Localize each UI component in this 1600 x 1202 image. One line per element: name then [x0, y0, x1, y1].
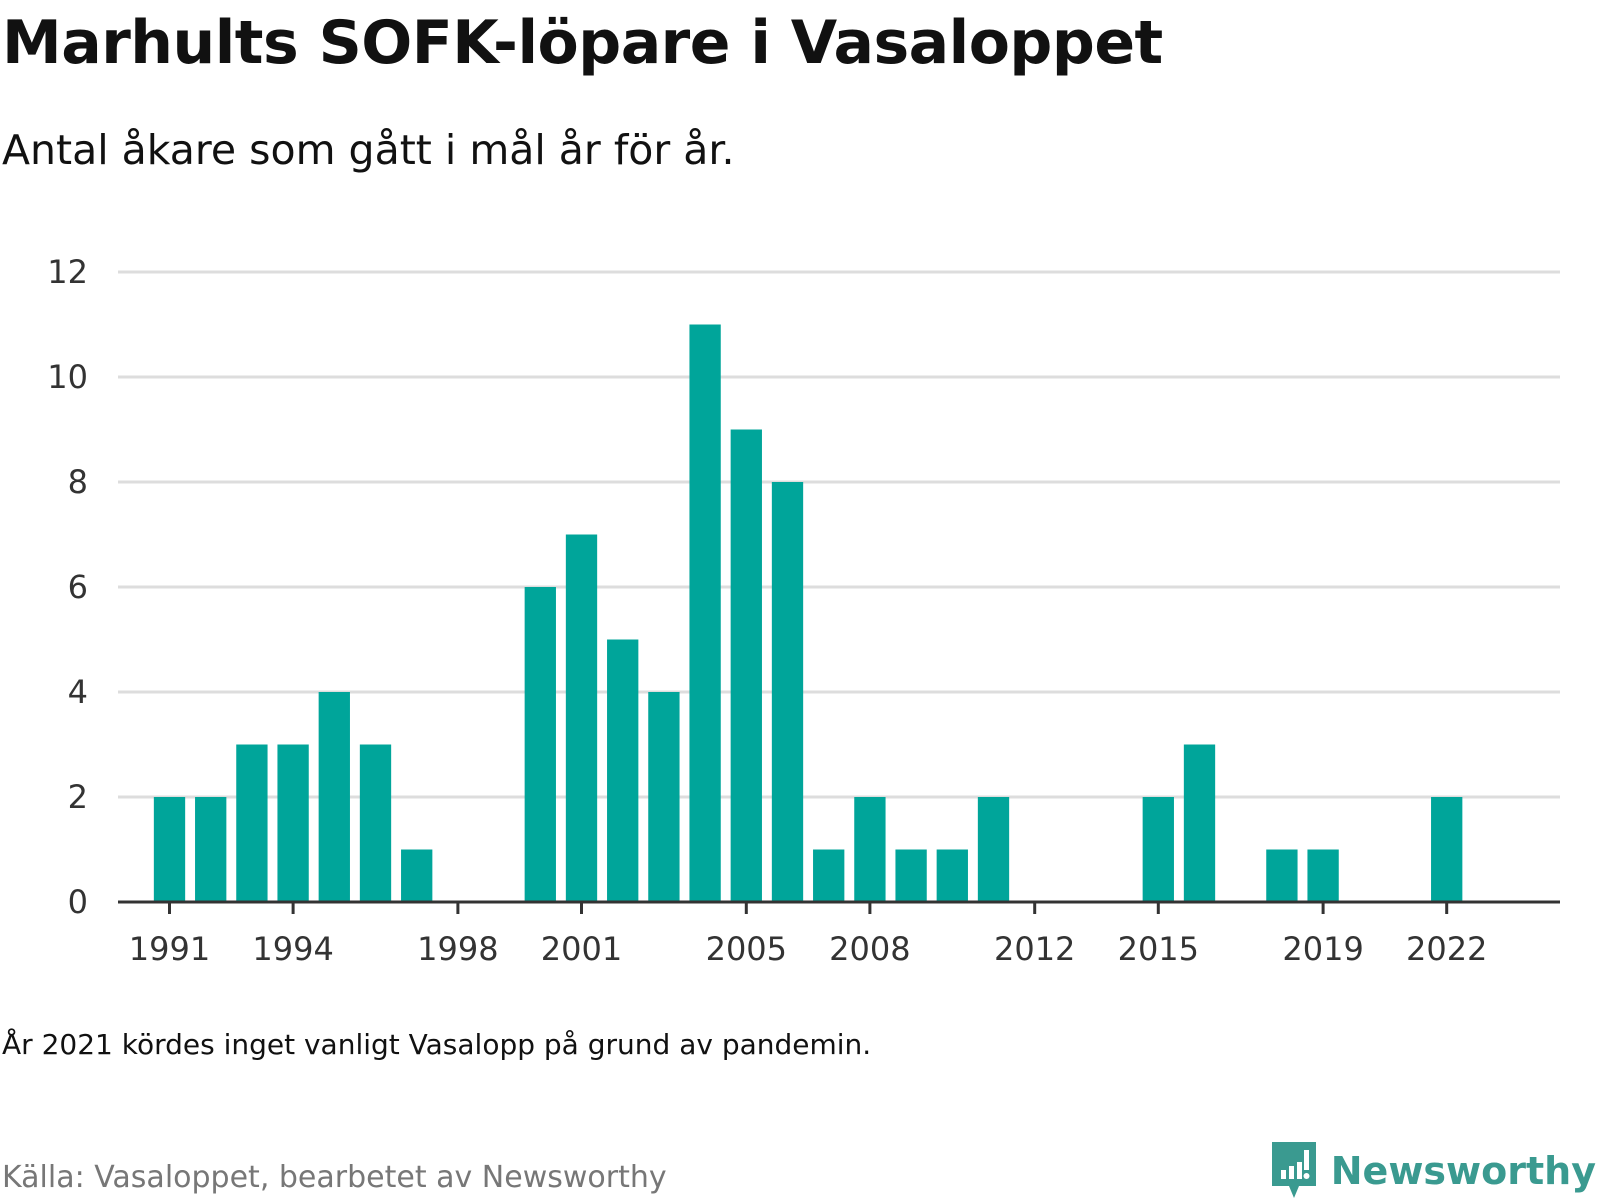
- x-tick-label: 2008: [829, 930, 910, 968]
- y-tick-label: 4: [68, 673, 88, 711]
- bar-2004: [689, 324, 721, 902]
- bar-1991: [153, 797, 186, 902]
- bar-1995: [318, 692, 350, 902]
- y-tick-label: 10: [47, 358, 88, 396]
- bar-2008: [854, 797, 886, 902]
- y-tick-label: 12: [47, 253, 88, 291]
- x-tick-label: 2015: [1118, 930, 1199, 968]
- source-text: Källa: Vasaloppet, bearbetet av Newswort…: [2, 1160, 667, 1195]
- bar-2000: [524, 587, 556, 902]
- grid-lines: [118, 270, 1560, 799]
- y-tick-label: 0: [68, 883, 88, 921]
- y-tick-label: 2: [68, 778, 88, 816]
- bar-2016: [1183, 744, 1216, 902]
- newsworthy-logo-icon: [1271, 1142, 1316, 1198]
- x-tick-label: 2005: [706, 930, 787, 968]
- bar-2009: [895, 849, 927, 902]
- y-tick-label: 8: [68, 463, 88, 501]
- chart-title: Marhults SOFK-löpare i Vasaloppet: [2, 8, 1163, 78]
- x-tick-label: 2022: [1406, 930, 1487, 968]
- x-axis: [118, 900, 1560, 914]
- bar-2018: [1266, 849, 1298, 902]
- bar-2002: [607, 639, 639, 902]
- bar-2005: [730, 429, 762, 902]
- bar-2003: [648, 692, 680, 902]
- bar-1996: [359, 744, 392, 902]
- x-tick-label: 2012: [994, 930, 1075, 968]
- bar-chart: 0 2 4 6 8 10 12 1991 1994 1998 2001 2005 2008 2012 20…: [47, 253, 1560, 968]
- bar-1993: [236, 744, 268, 902]
- x-tick-label: 1998: [417, 930, 498, 968]
- chart-note: År 2021 kördes inget vanligt Vasalopp på…: [2, 1028, 872, 1061]
- x-axis-labels: 1991 1994 1998 2001 2005 2008 2012 2015 2019 2022: [129, 930, 1488, 968]
- bar-2015: [1142, 797, 1174, 902]
- y-tick-label: 6: [68, 568, 88, 606]
- bar-2010: [936, 849, 968, 902]
- bar-2011: [977, 797, 1010, 902]
- bars: [153, 324, 1463, 902]
- bar-1994: [277, 744, 309, 902]
- bar-2019: [1307, 849, 1339, 902]
- brand: Newsworthy: [1269, 1140, 1596, 1202]
- bar-1992: [195, 797, 227, 902]
- chart-subtitle: Antal åkare som gått i mål år för år.: [2, 126, 735, 174]
- x-tick-label: 2001: [541, 930, 622, 968]
- bar-2022: [1431, 797, 1463, 902]
- bar-2007: [813, 849, 845, 902]
- bar-2001: [565, 534, 598, 902]
- x-tick-label: 2019: [1282, 930, 1363, 968]
- x-tick-label: 1991: [129, 930, 210, 968]
- brand-name: Newsworthy: [1330, 1149, 1596, 1193]
- y-axis-labels: 0 2 4 6 8 10 12: [47, 253, 88, 921]
- bar-2006: [771, 482, 804, 902]
- bar-1997: [401, 849, 433, 902]
- x-tick-label: 1994: [252, 930, 333, 968]
